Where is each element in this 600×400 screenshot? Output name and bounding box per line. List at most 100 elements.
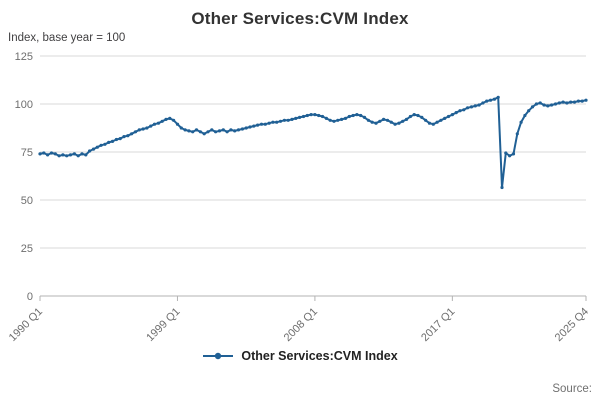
data-point [95,145,99,149]
data-point [275,120,279,124]
data-series-line [39,96,587,189]
data-point [160,119,164,123]
data-point [362,115,367,119]
data-point [72,152,76,156]
data-point [221,128,225,132]
data-point [424,118,428,122]
data-point [561,100,565,104]
data-point [122,135,126,139]
data-point [313,113,317,117]
data-point [240,127,244,131]
data-point [252,124,256,128]
data-point [141,127,145,131]
data-point [225,130,229,134]
data-point [492,97,496,101]
data-point [298,115,302,119]
data-point [164,117,168,121]
data-point [145,126,149,130]
data-point [389,120,393,124]
data-point [378,119,382,123]
legend-line-marker-icon [203,352,234,360]
data-point [446,114,451,119]
data-point [107,140,111,144]
data-point [500,185,504,190]
data-point [137,128,141,132]
data-point [443,116,447,120]
data-point [305,113,309,118]
data-point [488,98,493,102]
data-point [481,101,485,105]
chart-legend: Other Services:CVM Index [0,346,600,366]
data-point [347,114,351,119]
x-tick-label: 2017 Q1 [419,306,457,344]
legend-label: Other Services:CVM Index [241,349,398,363]
data-point [244,126,248,130]
data-point [404,117,409,121]
data-point [152,122,157,126]
data-point [508,154,512,158]
y-tick-label: 125 [15,51,33,63]
data-point [462,108,466,112]
y-tick-label: 100 [15,99,33,111]
data-point [332,119,336,123]
x-tick-label: 1999 Q1 [144,306,182,344]
data-point [519,120,523,124]
y-tick-label: 0 [27,291,33,303]
data-point [511,152,516,156]
data-point [584,98,588,102]
line-chart[interactable]: 0 25 50 75 100 125 1990 Q1 1999 Q1 2008 Q1 2017 Q… [0,44,600,346]
data-point [282,118,286,122]
data-point [359,113,363,118]
data-point [99,143,103,147]
data-point [320,114,325,119]
data-point [427,121,432,125]
data-point [477,103,481,107]
data-point [103,142,107,146]
data-point [290,117,294,121]
data-point [309,113,313,117]
data-point [550,103,554,107]
data-point [118,137,122,141]
data-point [206,130,210,134]
data-point [530,105,535,109]
data-point [534,102,539,106]
data-point [248,125,252,129]
data-point [580,99,584,103]
data-point [458,109,462,113]
data-point [68,153,73,157]
data-point [294,116,298,120]
data-point [126,134,130,138]
data-point [431,122,435,126]
data-point [49,151,54,155]
data-point [473,104,477,108]
data-point [263,122,267,126]
page-title: Other Services:CVM Index [191,9,409,28]
data-point [202,132,206,136]
data-point [175,122,180,126]
data-point [557,101,561,105]
source-label: Source: [552,383,592,395]
y-tick-label: 50 [21,195,33,207]
data-point [187,129,191,133]
data-point [88,149,92,153]
data-point [374,121,378,125]
data-point [355,113,359,117]
data-point [91,147,96,151]
data-point [57,154,61,158]
data-point [133,130,138,134]
data-point [336,118,340,122]
data-point [42,151,46,155]
data-point [553,102,558,106]
data-point [496,95,500,99]
data-point [435,120,439,124]
data-point [382,117,386,121]
data-point [194,128,199,132]
data-point [267,121,271,125]
data-point [542,103,546,107]
data-point [317,113,321,118]
data-point [271,120,275,124]
data-point [179,126,183,130]
data-point [286,118,290,122]
data-point [523,113,527,118]
